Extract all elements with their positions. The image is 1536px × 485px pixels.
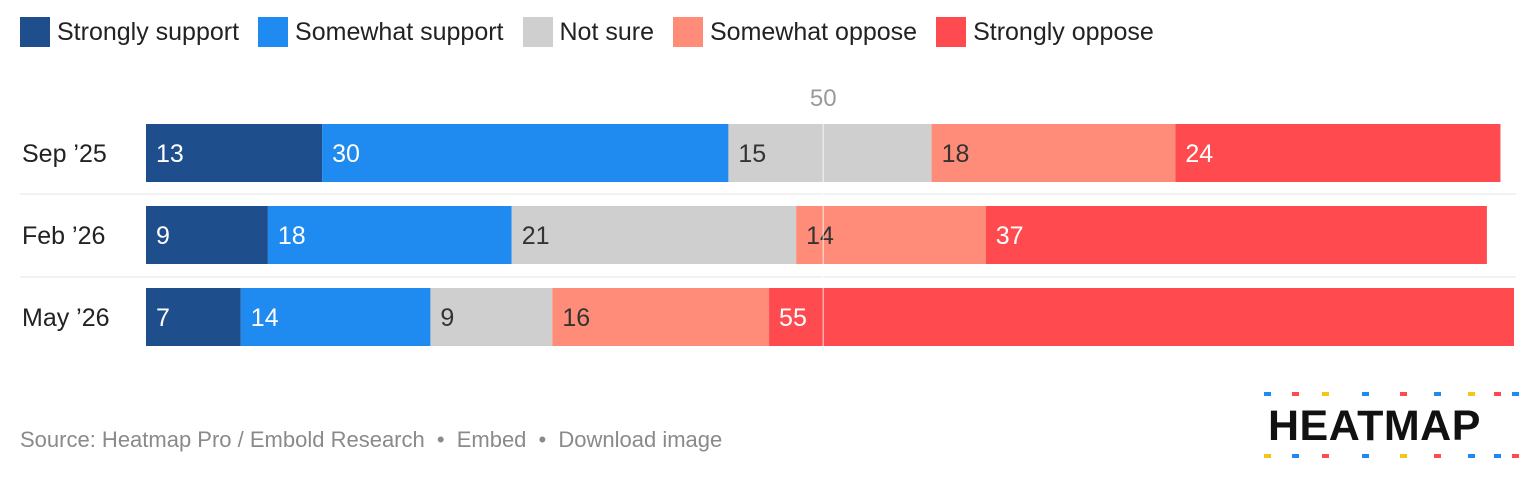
legend-swatch: [20, 17, 50, 47]
data-label: 21: [522, 222, 550, 250]
stacked-bar-chart: Sep ’25 13 30 15 18 24 Feb ’26 9 18 21 14 37 May ’26…: [20, 85, 1516, 346]
logo-dash: [1322, 392, 1329, 396]
bar-segment: [552, 288, 770, 346]
logo-dash: [1292, 454, 1299, 458]
category-label: Sep ’25: [22, 140, 107, 168]
bar-segment: [931, 124, 1176, 182]
source-text: Source: Heatmap Pro / Embold Research: [20, 427, 425, 452]
data-label: 16: [562, 304, 590, 332]
legend-label: Strongly oppose: [973, 17, 1154, 46]
legend-swatch: [936, 17, 967, 47]
data-label: 13: [156, 140, 184, 168]
logo-dash: [1494, 392, 1501, 396]
embed-link[interactable]: Embed: [456, 427, 527, 452]
legend-item: Strongly support: [20, 17, 239, 47]
bar-segment: [146, 206, 268, 264]
bar-segment: [240, 288, 431, 346]
legend-swatch: [672, 17, 703, 47]
legend-label: Not sure: [559, 17, 654, 46]
footer-separator: •: [538, 427, 547, 452]
legend-item: Strongly oppose: [936, 17, 1154, 47]
legend-item: Not sure: [522, 17, 654, 47]
logo-dash: [1264, 454, 1271, 458]
footer-separator: •: [436, 427, 445, 452]
logo-dash: [1512, 392, 1519, 396]
bar-segment: [985, 206, 1487, 264]
bar-segment: [267, 206, 512, 264]
data-label: 14: [806, 222, 834, 250]
footer: Source: Heatmap Pro / Embold Research • …: [20, 427, 722, 453]
legend-item: Somewhat support: [258, 17, 504, 47]
legend-label: Somewhat oppose: [709, 17, 918, 46]
category-label: May ’26: [22, 304, 110, 332]
bar-segment: [430, 288, 553, 346]
logo-dash: [1494, 454, 1501, 458]
data-label: 9: [440, 304, 454, 332]
logo-dash: [1264, 392, 1271, 396]
data-label: 7: [156, 304, 170, 332]
category-label: Feb ’26: [22, 222, 105, 250]
data-label: 18: [278, 222, 306, 250]
logo-dash: [1468, 392, 1475, 396]
data-label: 24: [1185, 140, 1213, 168]
logo-dash: [1322, 454, 1329, 458]
data-label: 9: [156, 222, 170, 250]
bar-segment: [146, 288, 241, 346]
bar-segment: [796, 206, 986, 264]
logo-dash: [1362, 454, 1369, 458]
bar-segment: [769, 288, 1514, 346]
logo-dash: [1400, 454, 1407, 458]
logo-dash: [1512, 454, 1519, 458]
legend-swatch: [258, 17, 289, 47]
bar-segment: [511, 206, 797, 264]
logo-dash: [1362, 392, 1369, 396]
bar-segment: [146, 124, 323, 182]
data-label: 18: [942, 140, 970, 168]
legend-swatch: [522, 17, 553, 47]
logo-dash: [1434, 392, 1441, 396]
logo-dash: [1400, 392, 1407, 396]
bar-segment: [728, 124, 932, 182]
legend-item: Somewhat oppose: [672, 17, 918, 47]
logo-text: HEATMAP: [1268, 402, 1481, 450]
bar-segment: [1175, 124, 1501, 182]
legend-label: Strongly support: [57, 17, 240, 46]
data-label: 55: [779, 304, 807, 332]
data-label: 37: [996, 222, 1024, 250]
data-label: 30: [332, 140, 360, 168]
logo-dash: [1292, 392, 1299, 396]
legend-label: Somewhat support: [295, 17, 504, 46]
reference-label: 50: [810, 85, 837, 112]
heatmap-logo: HEATMAP: [1262, 392, 1519, 462]
logo-dash: [1434, 454, 1441, 458]
download-image-link[interactable]: Download image: [558, 427, 723, 452]
data-label: 15: [738, 140, 766, 168]
logo-dash: [1468, 454, 1475, 458]
data-label: 14: [251, 304, 279, 332]
legend: Strongly support Somewhat support Not sure…: [20, 14, 1173, 50]
bar-segment: [322, 124, 729, 182]
